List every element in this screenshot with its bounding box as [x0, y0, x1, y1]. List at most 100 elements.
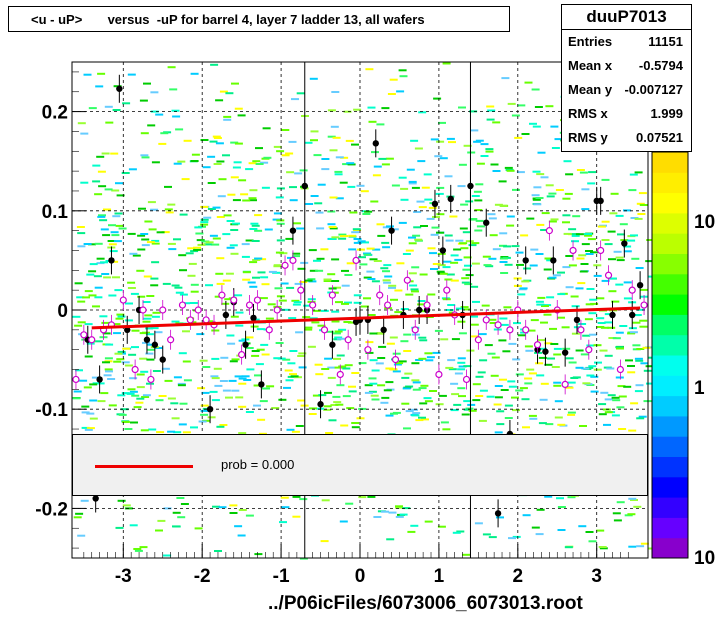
histogram-cell [392, 370, 401, 373]
data-point-magenta [194, 306, 202, 314]
histogram-cell [584, 233, 592, 235]
histogram-cell [392, 352, 401, 355]
histogram-cell [285, 379, 294, 382]
histogram-cell [77, 534, 86, 537]
histogram-cell [127, 287, 136, 289]
data-point-black [250, 314, 257, 322]
histogram-cell [394, 289, 403, 292]
histogram-cell [321, 368, 330, 370]
histogram-cell [471, 195, 480, 197]
histogram-cell [607, 394, 616, 397]
histogram-cell [528, 372, 537, 375]
histogram-cell [419, 339, 428, 342]
histogram-cell [476, 162, 485, 165]
histogram-cell [351, 143, 359, 146]
histogram-cell [366, 270, 375, 273]
histogram-cell [630, 499, 638, 501]
histogram-cell [252, 160, 261, 163]
histogram-cell [511, 114, 520, 117]
histogram-cell [338, 328, 347, 331]
histogram-cell [435, 192, 444, 195]
histogram-cell [333, 286, 341, 289]
histogram-cell [417, 300, 426, 302]
histogram-cell [442, 62, 451, 65]
palette-swatch [652, 253, 688, 275]
histogram-cell [309, 269, 318, 272]
profile-points [72, 74, 648, 528]
histogram-cell [117, 394, 126, 397]
stats-row-entries: Entries 11151 [562, 30, 691, 54]
histogram-cell [448, 368, 457, 371]
histogram-cell [474, 229, 483, 232]
histogram-cell [255, 363, 264, 366]
histogram-cell [347, 321, 356, 324]
histogram-cell [373, 260, 382, 262]
histogram-cell [451, 338, 460, 341]
histogram-cell [453, 248, 462, 251]
histogram-cell [634, 171, 643, 174]
histogram-cell [599, 547, 608, 550]
histogram-cell [492, 170, 501, 172]
histogram-cell [234, 375, 243, 378]
histogram-cell [429, 390, 437, 392]
histogram-cell [104, 357, 113, 360]
histogram-cell [532, 170, 541, 173]
histogram-cell [557, 316, 565, 319]
histogram-cell [514, 136, 523, 139]
histogram-cell [207, 416, 216, 419]
histogram-cell [89, 417, 98, 420]
histogram-cell [459, 242, 468, 245]
palette-swatch [652, 212, 688, 234]
histogram-cell [96, 257, 105, 260]
histogram-cell [331, 280, 340, 282]
histogram-cell [515, 389, 524, 392]
histogram-cell [535, 197, 544, 199]
data-point-magenta [597, 246, 605, 255]
histogram-cell [77, 122, 86, 125]
histogram-cell [300, 261, 309, 264]
data-point-magenta [178, 301, 187, 309]
histogram-cell [195, 232, 204, 235]
histogram-cell [315, 211, 324, 214]
histogram-cell [506, 215, 515, 218]
histogram-cell [432, 351, 441, 354]
histogram-cell [586, 288, 595, 290]
histogram-cell [557, 529, 566, 531]
data-point-magenta [88, 336, 96, 344]
histogram-cell [147, 124, 156, 127]
histogram-cell [86, 273, 95, 276]
histogram-cell [233, 161, 242, 164]
histogram-cell [216, 216, 225, 218]
histogram-cell [249, 228, 258, 230]
histogram-cell [410, 524, 419, 527]
histogram-cell [535, 300, 544, 303]
histogram-cell [173, 376, 182, 379]
histogram-cell [386, 538, 395, 541]
histogram-cell [525, 349, 534, 352]
histogram-cell [546, 195, 555, 198]
histogram-cell [570, 295, 579, 298]
histogram-cell [164, 208, 173, 211]
histogram-cell [408, 236, 416, 239]
histogram-cell [304, 279, 313, 282]
data-point-black [242, 341, 249, 348]
histogram-cell [212, 505, 220, 508]
histogram-cell [588, 171, 597, 174]
histogram-cell [329, 149, 338, 152]
histogram-cell [551, 366, 560, 368]
histogram-cell [238, 377, 247, 380]
histogram-cell [636, 545, 645, 548]
histogram-cell [378, 157, 387, 160]
histogram-cell [508, 385, 517, 388]
histogram-cell [281, 154, 290, 157]
histogram-cell [309, 77, 318, 80]
histogram-cell [226, 246, 235, 249]
data-point-black [483, 219, 490, 226]
histogram-cell [154, 331, 163, 334]
histogram-cell [469, 110, 478, 113]
histogram-cell [639, 319, 648, 322]
histogram-cell [177, 160, 186, 163]
histogram-cell [84, 323, 93, 326]
histogram-cell [105, 343, 114, 346]
histogram-cell [635, 384, 644, 387]
